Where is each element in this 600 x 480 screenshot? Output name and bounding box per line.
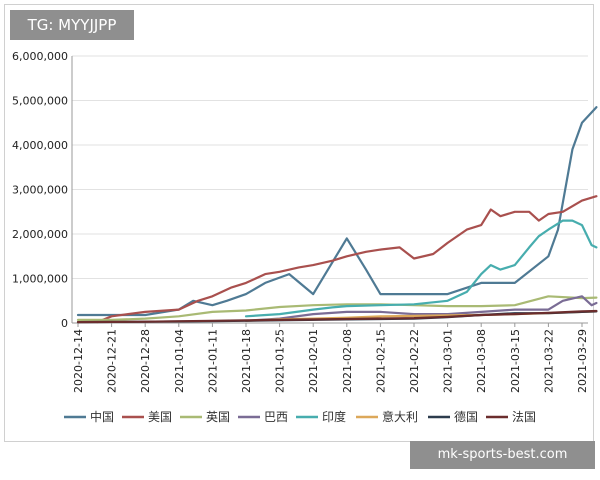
legend-label: 巴西: [264, 410, 288, 424]
legend-label: 英国: [206, 410, 230, 424]
x-tick-label: 2021-03-29: [576, 329, 589, 393]
x-tick-label: 2021-01-18: [240, 329, 253, 393]
grid-lines: [72, 55, 588, 324]
x-tick-label: 2021-02-01: [307, 329, 320, 393]
x-tick-label: 2021-01-11: [206, 329, 219, 393]
x-tick-label: 2021-01-25: [274, 329, 287, 393]
x-tick-label: 2021-03-01: [442, 329, 455, 393]
x-tick-label: 2021-03-22: [542, 329, 555, 393]
chart-frame: [4, 4, 594, 442]
x-tick-label: 2020-12-14: [72, 329, 85, 393]
series-line-英国: [76, 295, 598, 321]
legend-label: 意大利: [382, 409, 418, 424]
x-tick-label: 2021-03-15: [509, 329, 522, 393]
tg-badge: TG: MYYJJPP: [10, 10, 134, 40]
x-axis: 2020-12-14 2020-12-21 2020-12-28 2021-01-04…: [72, 323, 589, 393]
y-tick-label: 0: [61, 317, 68, 330]
legend-label: 法国: [512, 410, 536, 424]
x-tick-label: 2021-01-04: [173, 329, 186, 393]
series-line-印度: [244, 219, 598, 318]
y-axis: 0 1,000,000 2,000,000 3,000,000 4,000,000 5,0…: [12, 50, 73, 330]
x-tick-label: 2021-02-08: [341, 329, 354, 393]
y-tick-label: 5,000,000: [12, 95, 68, 108]
series-line-美国: [96, 195, 598, 324]
series-line-中国: [76, 106, 598, 317]
legend-label: 德国: [454, 409, 478, 424]
y-tick-label: 6,000,000: [12, 50, 68, 63]
y-tick-label: 2,000,000: [12, 228, 68, 241]
x-tick-label: 2021-02-15: [374, 329, 387, 393]
x-tick-label: 2020-12-28: [139, 329, 152, 393]
legend-label: 印度: [322, 409, 346, 424]
x-tick-label: 2021-02-22: [408, 329, 421, 393]
x-tick-label: 2021-03-08: [475, 329, 488, 393]
legend-label: 中国: [90, 409, 114, 424]
legend-label: 美国: [148, 410, 172, 424]
series-line-巴西: [244, 295, 598, 322]
y-tick-label: 1,000,000: [12, 273, 68, 286]
legend: 中国 美国 英国 巴西 印度 意大利 德国 法国: [64, 409, 536, 424]
watermark-badge: mk-sports-best.com: [410, 441, 595, 469]
y-tick-label: 3,000,000: [12, 184, 68, 197]
y-tick-label: 4,000,000: [12, 139, 68, 152]
series-lines: [76, 106, 598, 324]
x-tick-label: 2020-12-21: [106, 329, 119, 393]
series-line-法国: [76, 309, 598, 324]
